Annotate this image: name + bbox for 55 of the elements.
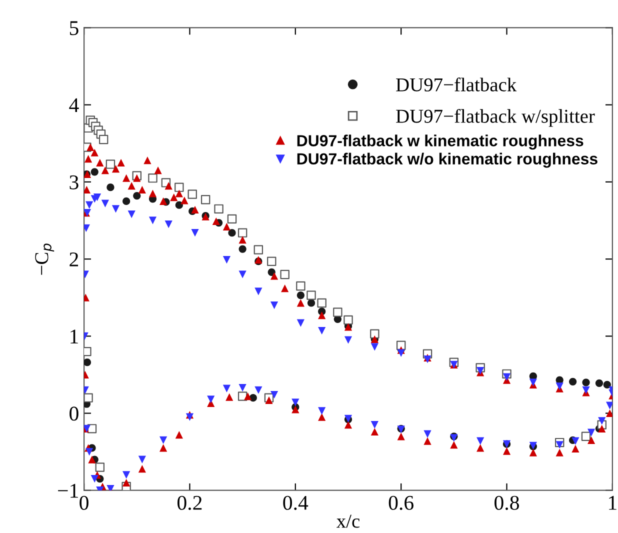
point (106, 184, 114, 192)
x-tick-label: 0.8 (494, 496, 519, 510)
point (90, 168, 98, 176)
legend-label: DU97-flatback w kinematic roughness (297, 134, 584, 150)
x-tick-label: 0.2 (178, 496, 202, 510)
point (106, 160, 116, 169)
point (306, 290, 316, 300)
x-tick-label: 0.6 (388, 496, 414, 510)
y-tick-label: −1 (58, 484, 78, 498)
point (95, 462, 105, 472)
y-tick-label: 0 (70, 406, 78, 421)
point (174, 182, 184, 192)
point (98, 134, 108, 144)
point (344, 315, 353, 325)
legend-label: DU97−flatback (396, 78, 517, 92)
legend-label: DU97-flatback w/o kinematic roughness (297, 152, 598, 168)
point (84, 393, 93, 402)
y-tick-label: 2 (70, 252, 78, 266)
x-axis-title: x/c (336, 514, 360, 528)
point (267, 256, 276, 266)
y-tick-label: 3 (70, 175, 78, 190)
point (296, 291, 304, 300)
point (122, 197, 130, 206)
point (317, 298, 326, 308)
legend-label: DU97−flatback w/splitter (396, 108, 595, 127)
point (280, 270, 290, 280)
point (228, 229, 236, 237)
y-tick-label: 5 (70, 21, 78, 36)
x-tick-label: 1 (609, 496, 616, 510)
point (581, 432, 591, 441)
point (214, 204, 224, 214)
point (582, 378, 590, 386)
x-tick-label: 0 (80, 496, 88, 510)
point (238, 245, 246, 253)
y-tick-label: 1 (70, 330, 78, 344)
point (200, 195, 210, 204)
point (296, 281, 306, 291)
point (227, 214, 237, 224)
point (188, 190, 197, 199)
y-axis-title: −C$_{p}$ (35, 244, 54, 275)
point (175, 201, 183, 209)
point (84, 358, 92, 366)
point (603, 380, 611, 389)
point (238, 392, 248, 401)
point (370, 329, 380, 338)
point (238, 228, 248, 238)
point (133, 192, 141, 200)
point (569, 378, 577, 386)
point (254, 245, 264, 254)
point (595, 379, 604, 387)
point (333, 308, 342, 317)
x-tick-label: 0.4 (283, 496, 308, 510)
y-tick-label: 4 (69, 98, 79, 112)
point (148, 173, 158, 183)
point (307, 299, 316, 307)
